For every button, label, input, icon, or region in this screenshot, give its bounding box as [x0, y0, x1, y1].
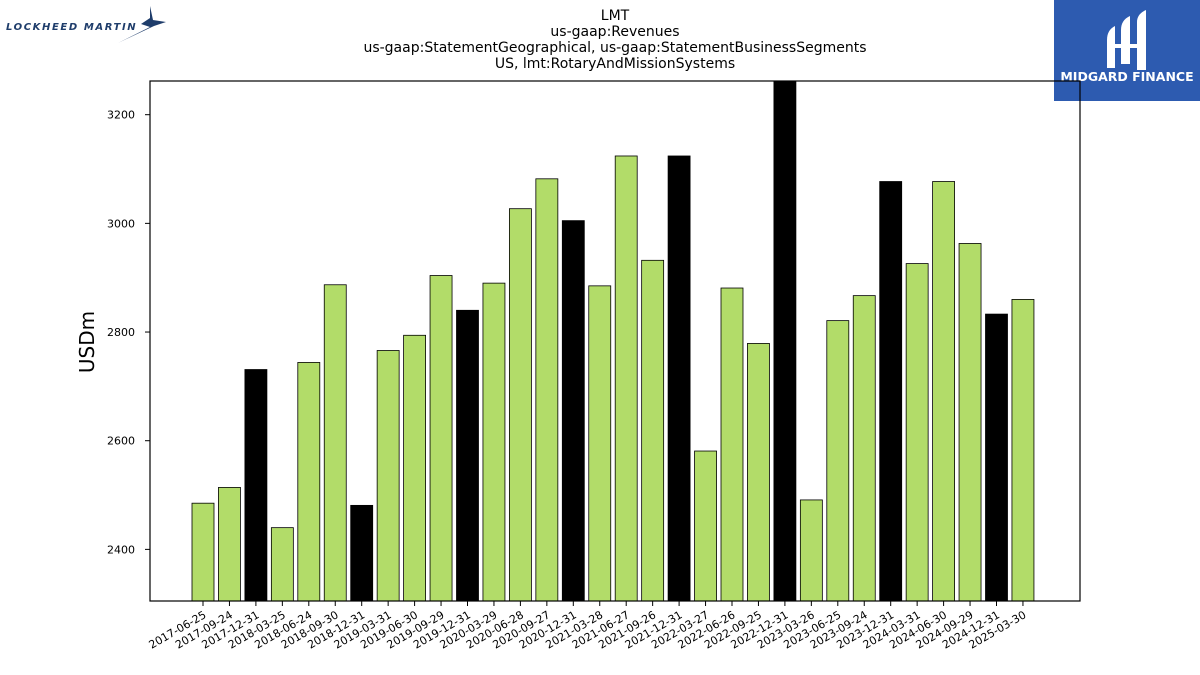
bar [270, 527, 294, 602]
y-tick-label: 3200 [107, 109, 135, 122]
y-tick-label: 2400 [107, 543, 135, 556]
midgard-finance-logo-text: MIDGARD FINANCE [1060, 69, 1193, 84]
bar [667, 155, 691, 602]
bar [350, 504, 374, 602]
bar [747, 343, 770, 602]
bar [482, 282, 506, 602]
midgard-monogram-icon [1107, 10, 1146, 70]
bar [561, 220, 585, 602]
x-axis: 2017-06-252017-09-242017-12-312018-03-25… [147, 601, 1028, 652]
bar [244, 369, 268, 602]
bar [191, 502, 215, 602]
bar [799, 499, 823, 602]
y-tick-label: 2600 [107, 435, 135, 448]
bar [376, 350, 400, 602]
bar [958, 243, 982, 602]
bar [694, 450, 717, 602]
star-icon [118, 6, 166, 43]
bar [535, 178, 559, 602]
bar [588, 285, 612, 602]
bar [456, 309, 479, 602]
bar [879, 181, 903, 602]
bar [297, 362, 321, 602]
bar [218, 487, 241, 602]
bar [720, 287, 744, 602]
bar [905, 263, 929, 602]
bar [985, 313, 1008, 602]
y-tick-label: 3000 [107, 217, 135, 230]
chart-subtitle-line: us-gaap:StatementGeographical, us-gaap:S… [363, 40, 866, 56]
bar [508, 208, 532, 602]
bars-group [191, 80, 1035, 602]
bar [429, 275, 453, 602]
bar [323, 284, 347, 602]
bar [403, 334, 427, 602]
y-axis: 2400 2600 2800 3000 3200 [107, 109, 150, 556]
y-tick-label: 2800 [107, 326, 135, 339]
bar [852, 295, 876, 602]
lockheed-martin-logo-text: LOCKHEED MARTIN [6, 22, 137, 33]
bar [614, 155, 638, 602]
y-axis-label: USDm [75, 311, 99, 373]
plot-frame [149, 80, 1081, 602]
bar [641, 259, 665, 602]
bar [826, 320, 850, 602]
chart-subtitle-line: US, lmt:RotaryAndMissionSystems [495, 56, 735, 72]
bar [773, 80, 797, 602]
bar [932, 181, 955, 602]
lockheed-martin-logo: LOCKHEED MARTIN [6, 6, 166, 43]
chart-title: LMT us-gaap:Revenues us-gaap:StatementGe… [363, 8, 866, 72]
chart-title-line: LMT [601, 8, 630, 24]
midgard-finance-logo: MIDGARD FINANCE [1054, 0, 1200, 101]
bar [1011, 299, 1035, 602]
chart-subtitle-line: us-gaap:Revenues [550, 24, 679, 40]
